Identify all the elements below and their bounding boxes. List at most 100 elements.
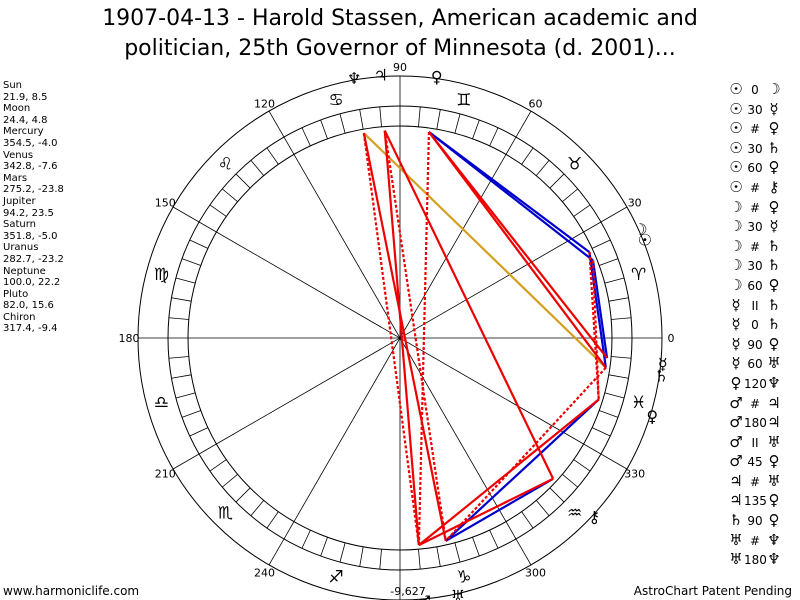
degree-tick (472, 119, 480, 139)
chart-title: 1907-04-13 - Harold Stassen, American ac… (0, 4, 800, 64)
degree-tick (235, 487, 251, 503)
zodiac-leo-icon: ♌ (218, 154, 233, 174)
degree-tick (454, 542, 461, 563)
planet-name: Moon (3, 103, 31, 115)
aspect-planet-glyph: ♅ (767, 471, 781, 490)
aspect-planet-glyph: ☉ (729, 99, 743, 118)
degree-tick (454, 113, 461, 134)
planet-name: Uranus (3, 242, 39, 254)
planet-jupiter-icon: ♃ (373, 66, 387, 85)
planet-coords: 94.2, 23.5 (3, 207, 54, 219)
aspect-planet-glyph: ♄ (767, 295, 781, 314)
degree-tick (339, 113, 346, 134)
degree-tick (168, 356, 189, 359)
aspect-row: ☽ 60 ♀ (728, 276, 800, 296)
planet-coords: 342.8, -7.6 (3, 161, 58, 173)
degree-tick (436, 546, 441, 567)
degree-tick (266, 147, 279, 165)
degree-tick (611, 317, 632, 320)
degree-tick (171, 374, 192, 379)
aspect-lines (362, 130, 609, 547)
aspect-planet-glyph: ☿ (731, 295, 741, 314)
aspect-planet-glyph: ☿ (731, 315, 741, 334)
aspect-row: ☿ 90 ♀ (728, 335, 800, 355)
sign-boundary (515, 538, 532, 566)
aspect-line (588, 251, 607, 368)
aspect-symbol: 180 (744, 553, 767, 568)
zodiac-aries-icon: ♈ (631, 265, 646, 285)
planet-coords: 317.4, -9.4 (3, 323, 58, 335)
degree-tick (472, 537, 480, 557)
sign-boundary (268, 538, 285, 566)
aspect-planet-glyph: ♄ (729, 511, 743, 530)
degree-tick (583, 221, 602, 233)
aspect-line (445, 477, 554, 542)
degree-ticks (168, 106, 632, 570)
planet-sun-icon: ☉ (638, 231, 652, 250)
sign-boundary (600, 453, 628, 470)
aspect-row: ☉ # ⚷ (728, 178, 800, 198)
degree-tick (175, 277, 196, 284)
zodiac-capricorn-icon: ♑ (456, 568, 471, 588)
aspect-planet-glyph: ♃ (767, 413, 781, 432)
aspect-planet-glyph: ♆ (767, 373, 781, 392)
aspect-planet-glyph: ☉ (729, 80, 743, 98)
degree-tick (573, 459, 591, 472)
aspect-line (383, 130, 447, 542)
degree-tick (418, 106, 421, 127)
planet-venus-icon: ♀ (646, 407, 658, 426)
aspect-symbol: # (749, 200, 761, 215)
planet-name: Saturn (3, 219, 37, 231)
aspect-symbol: 90 (747, 514, 763, 529)
degree-tick (209, 459, 227, 472)
degree-tick (505, 521, 517, 540)
aspect-line (591, 260, 609, 359)
aspect-planet-glyph: ♀ (768, 491, 780, 510)
aspect-planet-glyph: ♂ (729, 393, 743, 412)
aspect-line (362, 133, 420, 546)
aspect-planet-glyph: ☿ (731, 334, 741, 353)
aspect-symbol: # (749, 396, 761, 411)
degree-tick (608, 374, 629, 379)
aspect-planet-glyph: ♅ (767, 432, 781, 451)
aspect-symbol: II (751, 298, 759, 313)
aspect-symbol: 30 (747, 259, 763, 274)
sign-boundary (268, 110, 285, 138)
aspect-row: ☉ 30 ♄ (728, 139, 800, 159)
aspect-planet-glyph: ☉ (729, 177, 743, 196)
aspect-planet-glyph: ☽ (729, 197, 743, 216)
aspect-row: ☽ 30 ☿ (728, 217, 800, 237)
degree-tick (608, 297, 629, 302)
aspect-row: ♃ # ♅ (728, 472, 800, 492)
zodiac-sagittarius-icon: ♐ (328, 568, 343, 588)
zodiac-signs: ♈ ♉ ♊ ♋ ♌ ♍ ♎ ♏ ♐ ♑ ♒ ♓ (154, 90, 646, 587)
degree-tick (283, 136, 295, 155)
degree-tick (189, 239, 209, 249)
degree-tick (599, 410, 619, 418)
aspect-row: ♂ # ♃ (728, 394, 800, 414)
planet-name: Pluto (3, 288, 29, 300)
planet-glyphs: ☉☽ ☿ ♀ ♂ ♃ ♄ ♅ ♆ ♀ ⚷ (347, 66, 668, 600)
zodiac-scorpio-icon: ♏ (218, 504, 233, 524)
aspect-row: ♂ 45 ♀ (728, 452, 800, 472)
aspect-symbol: 90 (747, 337, 763, 352)
footer-website[interactable]: www.harmoniclife.com (3, 584, 140, 598)
aspect-row: ♃135 ♀ (728, 491, 800, 511)
aspect-symbol: 45 (747, 455, 763, 470)
degree-label: 210 (155, 468, 176, 481)
degree-labels: 0306090120150180210240270300330 (119, 61, 675, 580)
planet-position-list: Sun 21.9, 8.5 Moon 24.4, 4.8 Mercury 354.5, -… (3, 80, 64, 335)
degree-tick (175, 392, 196, 399)
sign-boundary (172, 206, 200, 223)
aspect-planet-glyph: ♀ (768, 511, 780, 530)
aspect-line (444, 398, 600, 542)
aspect-planet-glyph: ♃ (729, 471, 743, 490)
planet-name: Neptune (3, 265, 46, 277)
sign-boundary (172, 453, 200, 470)
aspect-symbol: II (751, 435, 759, 450)
planet-saturn-icon: ♄ (654, 367, 668, 386)
aspect-planet-glyph: ♀ (768, 119, 780, 138)
degree-tick (209, 204, 227, 217)
planet-coords: 82.0, 15.6 (3, 300, 54, 312)
degree-label: 30 (628, 197, 642, 210)
